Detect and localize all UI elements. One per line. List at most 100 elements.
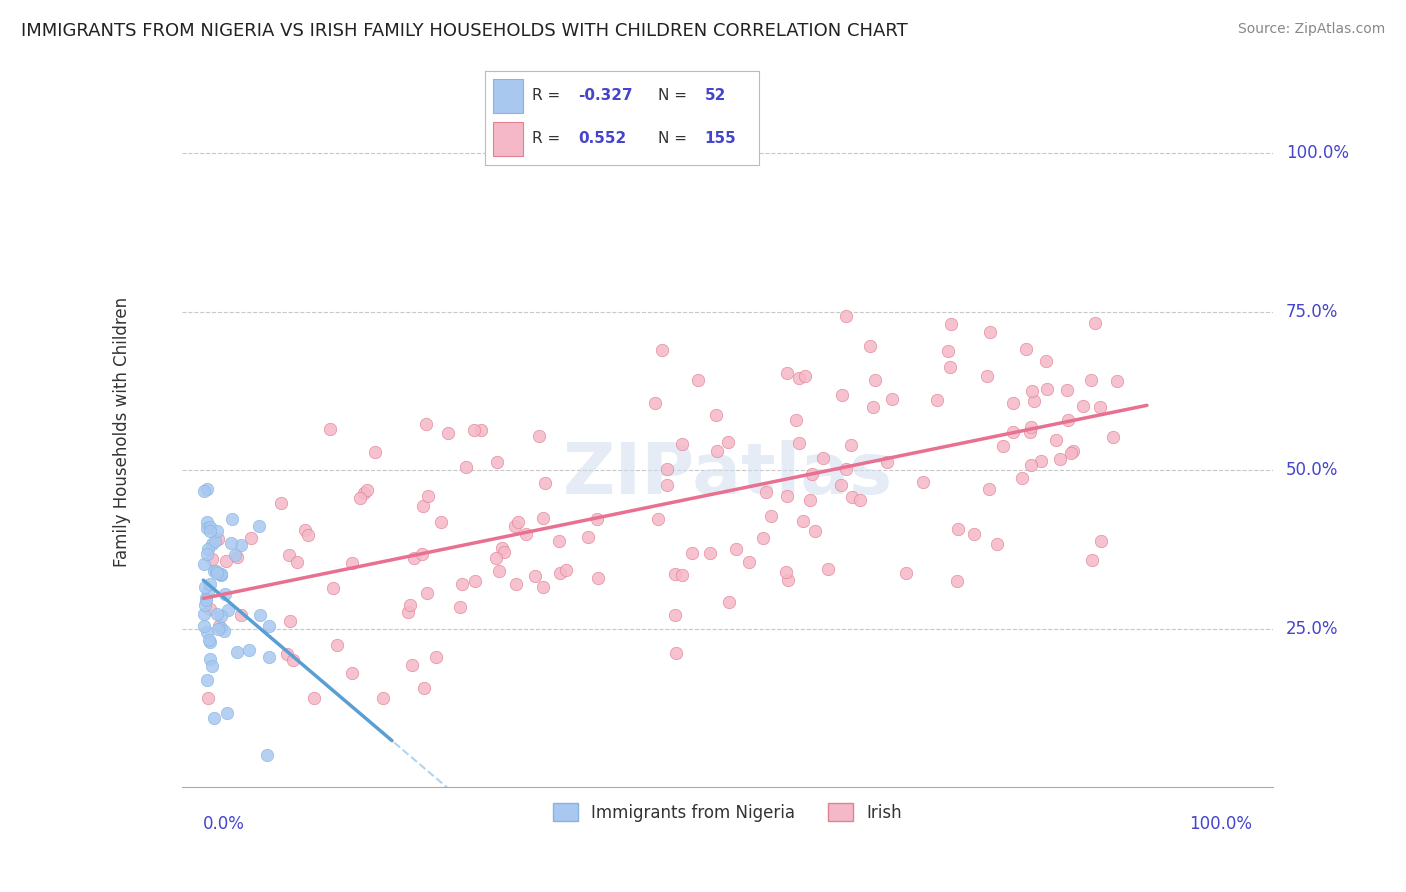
Point xyxy=(209,566,232,581)
Point xyxy=(880,392,903,407)
Bar xyxy=(494,122,523,156)
Point xyxy=(834,461,856,475)
Point xyxy=(506,515,529,529)
Point xyxy=(925,393,948,408)
Point xyxy=(671,437,693,451)
Point xyxy=(706,443,728,458)
Point xyxy=(775,565,797,579)
Point xyxy=(425,650,447,665)
Point xyxy=(655,462,678,476)
Point xyxy=(201,537,224,551)
Point xyxy=(193,484,215,499)
Point xyxy=(195,673,218,688)
Point xyxy=(1019,458,1042,472)
Point xyxy=(793,368,815,383)
Point xyxy=(863,373,886,387)
Point xyxy=(456,459,478,474)
Bar xyxy=(494,78,523,112)
Point xyxy=(1019,420,1042,434)
Point xyxy=(401,657,423,672)
Point xyxy=(231,538,253,552)
Point xyxy=(200,524,222,539)
Point xyxy=(755,485,778,500)
Point xyxy=(503,518,526,533)
Point xyxy=(204,534,226,549)
Point xyxy=(787,435,810,450)
Point xyxy=(1001,396,1024,410)
Point xyxy=(207,607,229,621)
Point xyxy=(799,492,821,507)
Point xyxy=(197,691,219,706)
Point xyxy=(209,568,232,582)
Point xyxy=(202,564,225,578)
Text: 50.0%: 50.0% xyxy=(1286,461,1339,479)
Text: -0.327: -0.327 xyxy=(578,88,633,103)
Point xyxy=(451,577,474,591)
Point xyxy=(349,491,371,505)
Point xyxy=(1084,316,1107,330)
Point xyxy=(817,562,839,576)
Point xyxy=(776,489,799,503)
Point xyxy=(194,581,217,595)
Point xyxy=(555,563,578,577)
Point xyxy=(259,649,281,664)
Point xyxy=(1101,430,1123,444)
Point xyxy=(194,598,217,612)
Point xyxy=(813,450,835,465)
Point xyxy=(340,666,363,681)
Text: IMMIGRANTS FROM NIGERIA VS IRISH FAMILY HOUSEHOLDS WITH CHILDREN CORRELATION CHA: IMMIGRANTS FROM NIGERIA VS IRISH FAMILY … xyxy=(21,22,908,40)
Point xyxy=(586,512,609,526)
Legend: Immigrants from Nigeria, Irish: Immigrants from Nigeria, Irish xyxy=(546,797,910,829)
Point xyxy=(681,546,703,560)
Point xyxy=(862,400,884,414)
Point xyxy=(548,566,571,580)
Point xyxy=(194,593,217,607)
Point xyxy=(792,514,814,528)
Point xyxy=(776,574,799,588)
Point xyxy=(664,566,686,581)
Point xyxy=(193,618,215,632)
Point xyxy=(976,369,998,384)
Point xyxy=(209,608,232,623)
Point xyxy=(256,748,278,763)
Point xyxy=(578,530,600,544)
Point xyxy=(202,711,225,725)
Text: 100.0%: 100.0% xyxy=(1286,145,1348,162)
Point xyxy=(195,483,218,497)
Point xyxy=(1073,399,1095,413)
Text: N =: N = xyxy=(658,131,692,146)
Point xyxy=(588,571,610,585)
Point xyxy=(841,438,863,452)
Point xyxy=(198,602,221,616)
Point xyxy=(1045,434,1067,448)
Point xyxy=(249,518,271,533)
Point xyxy=(201,659,224,673)
Text: 52: 52 xyxy=(704,88,725,103)
Point xyxy=(979,325,1001,339)
Point xyxy=(671,567,693,582)
Point xyxy=(207,532,229,546)
Point xyxy=(699,546,721,560)
Text: 0.552: 0.552 xyxy=(578,131,627,146)
Point xyxy=(224,548,246,562)
Text: ZIPatlas: ZIPatlas xyxy=(562,441,893,509)
Point xyxy=(201,552,224,566)
Text: Source: ZipAtlas.com: Source: ZipAtlas.com xyxy=(1237,22,1385,37)
Point xyxy=(464,574,486,588)
Point xyxy=(911,475,934,489)
Point xyxy=(704,409,727,423)
Point xyxy=(1019,425,1042,439)
Point xyxy=(195,521,218,535)
Point xyxy=(212,624,235,638)
Point xyxy=(527,429,550,443)
Point xyxy=(531,580,554,594)
Point xyxy=(412,499,434,513)
Text: Family Households with Children: Family Households with Children xyxy=(114,297,131,567)
Point xyxy=(859,339,882,353)
Point xyxy=(193,557,215,571)
Point xyxy=(278,548,301,562)
Point xyxy=(226,549,249,564)
Point xyxy=(278,614,301,628)
Point xyxy=(547,533,569,548)
Point xyxy=(737,555,759,569)
